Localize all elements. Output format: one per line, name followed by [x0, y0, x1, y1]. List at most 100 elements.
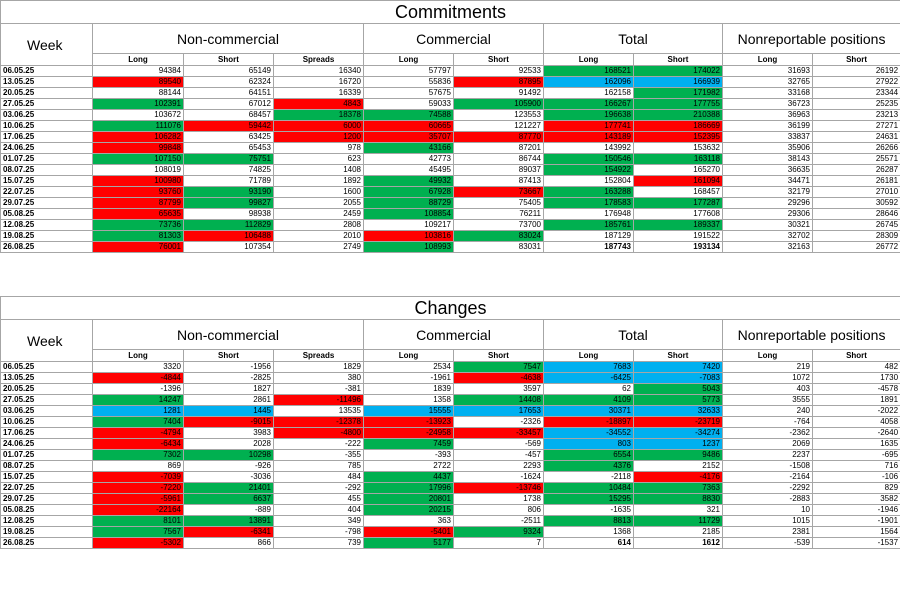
value-cell: 2069 — [722, 438, 813, 450]
value-cell: -1508 — [722, 460, 813, 472]
week-header: Week — [0, 23, 93, 66]
table-row: 10.06.25 7404 -9015 -12378 -13923 -2326 -18897… — [0, 416, 900, 428]
value-cell: 13535 — [273, 405, 364, 417]
value-cell: -5401 — [363, 526, 454, 538]
value-cell: -33457 — [453, 427, 544, 439]
value-cell: 71789 — [183, 175, 274, 187]
value-cell: 27010 — [811, 186, 900, 198]
value-cell: -292 — [273, 482, 364, 494]
table-row: 05.08.25 -22164 -889 404 20215 806 -1635 321 10-… — [0, 504, 900, 516]
value-cell: 36963 — [722, 109, 813, 121]
value-cell: 171982 — [633, 87, 723, 99]
column-header: Short — [453, 349, 544, 362]
value-cell: 163288 — [543, 186, 634, 198]
value-cell: 62324 — [183, 76, 274, 88]
value-cell: 35707 — [363, 131, 454, 143]
table-row: 17.06.25 -4794 3983 -4800 -24958 -33457 -34552… — [0, 427, 900, 439]
table-row: 12.08.25 8101 13891 349 363 -2511 8813 11729 101… — [0, 515, 900, 527]
table-row: 15.07.25 -7039 -3036 484 4437 -1624 -2118 -4176… — [0, 471, 900, 483]
value-cell: 2861 — [183, 394, 274, 406]
value-cell: 455 — [273, 493, 364, 505]
value-cell: 111076 — [92, 120, 184, 132]
value-cell: 2055 — [273, 197, 364, 209]
value-cell: 83024 — [453, 230, 544, 242]
value-cell: -889 — [183, 504, 274, 516]
value-cell: 2010 — [273, 230, 364, 242]
value-cell: 31693 — [722, 65, 813, 77]
value-cell: 108993 — [363, 241, 454, 253]
value-cell: 17996 — [363, 482, 454, 494]
value-cell: 26181 — [811, 175, 900, 187]
value-cell: -5961 — [92, 493, 184, 505]
week-cell: 24.06.25 — [0, 142, 93, 154]
column-header: Long — [543, 349, 634, 362]
value-cell: 45495 — [363, 164, 454, 176]
value-cell: 15555 — [363, 405, 454, 417]
value-cell: 3555 — [722, 394, 813, 406]
value-cell: 6554 — [543, 449, 634, 461]
value-cell: 240 — [722, 405, 813, 417]
value-cell: 62 — [543, 383, 634, 395]
value-cell: 20801 — [363, 493, 454, 505]
table-row: 27.05.25 14247 2861 -11496 1358 14408 4109 5773… — [0, 394, 900, 406]
value-cell: 2293 — [453, 460, 544, 472]
table-row: 19.08.25 81303 106488 2010 103816 83024 187129… — [0, 230, 900, 242]
value-cell: 6000 — [273, 120, 364, 132]
value-cell: 153632 — [633, 142, 723, 154]
table-row: 03.06.25 1281 1445 13535 15555 17653 30371 3263… — [0, 405, 900, 417]
value-cell: 978 — [273, 142, 364, 154]
value-cell: -7083 — [633, 372, 723, 384]
column-header: Short — [811, 349, 900, 362]
value-cell: 76211 — [453, 208, 544, 220]
table-title: Changes — [0, 296, 900, 320]
value-cell: 121227 — [453, 120, 544, 132]
table-row: 03.06.25 103672 68457 18378 74588 123553 19663… — [0, 109, 900, 121]
value-cell: 10298 — [183, 449, 274, 461]
value-cell: 1281 — [92, 405, 184, 417]
value-cell: 1015 — [722, 515, 813, 527]
column-header: Long — [92, 349, 184, 362]
value-cell: -7039 — [92, 471, 184, 483]
value-cell: 13891 — [183, 515, 274, 527]
value-cell: 2237 — [722, 449, 813, 461]
value-cell: -381 — [273, 383, 364, 395]
table-row: 22.07.25 -7220 21401 -292 17996 -13746 10484 73… — [0, 482, 900, 494]
value-cell: -355 — [273, 449, 364, 461]
value-cell: 1829 — [273, 361, 364, 373]
value-cell: 2152 — [633, 460, 723, 472]
value-cell: 4843 — [273, 98, 364, 110]
table-row: 22.07.25 93760 93190 1600 67928 73667 163288 16… — [0, 186, 900, 198]
week-cell: 27.05.25 — [0, 98, 93, 110]
value-cell: 26772 — [811, 241, 900, 253]
value-cell: 28309 — [811, 230, 900, 242]
value-cell: 24631 — [811, 131, 900, 143]
value-cell: 3320 — [92, 361, 184, 373]
column-header: Long — [92, 53, 184, 66]
value-cell: 14408 — [453, 394, 544, 406]
value-cell: 26266 — [811, 142, 900, 154]
value-cell: 7420 — [633, 361, 723, 373]
value-cell: 187743 — [543, 241, 634, 253]
table-row: 01.07.25 7302 10298 -355 -393 -457 6554 9486 223… — [0, 449, 900, 461]
value-cell: 1072 — [722, 372, 813, 384]
value-cell: 2381 — [722, 526, 813, 538]
table-row: 24.06.25 99848 65453 978 43166 87201 143992 153… — [0, 142, 900, 154]
value-cell: 65149 — [183, 65, 274, 77]
value-cell: -1635 — [543, 504, 634, 516]
value-cell: -1956 — [183, 361, 274, 373]
value-cell: 89037 — [453, 164, 544, 176]
value-cell: 321 — [633, 504, 723, 516]
value-cell: 166267 — [543, 98, 634, 110]
value-cell: 829 — [811, 482, 900, 494]
value-cell: 166939 — [633, 76, 723, 88]
value-cell: 23344 — [811, 87, 900, 99]
value-cell: -2292 — [722, 482, 813, 494]
value-cell: 74588 — [363, 109, 454, 121]
value-cell: 57797 — [363, 65, 454, 77]
value-cell: 7302 — [92, 449, 184, 461]
group-header: Total — [543, 23, 723, 54]
week-cell: 15.07.25 — [0, 471, 93, 483]
week-cell: 13.05.25 — [0, 76, 93, 88]
table-row: 05.08.25 65635 98938 2459 108854 76211 176948 1… — [0, 208, 900, 220]
value-cell: 869 — [92, 460, 184, 472]
